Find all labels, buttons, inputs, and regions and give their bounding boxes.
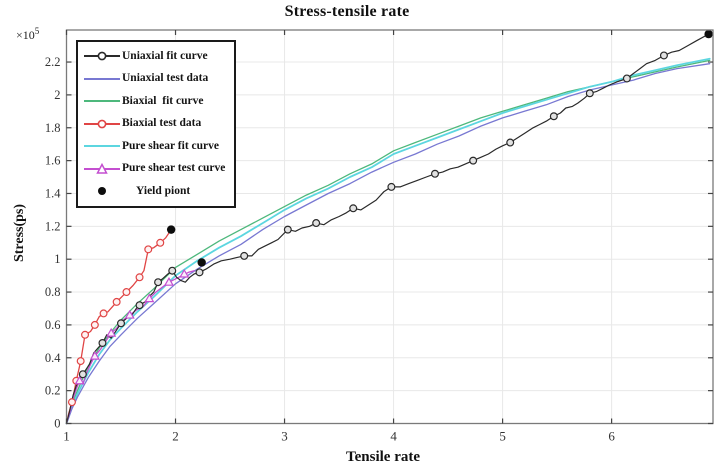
y-tick-label: 1.6 [45,154,61,168]
x-tick-label: 4 [390,429,397,444]
triangle-marker [74,375,85,385]
legend-item: Pure shear test curve [82,158,230,181]
circle-marker [312,219,321,228]
x-tick-label: 3 [281,429,288,444]
legend-swatch-dot [98,187,106,196]
legend-swatch-line [84,51,120,61]
series-line-pure_shear_test [65,270,195,425]
x-tick-label: 2 [172,429,179,444]
x-tick-label: 1 [63,429,70,444]
legend-circle-marker-icon [97,119,107,129]
circle-marker [78,370,87,379]
legend-item-label: Biaxial test data [122,117,202,129]
circle-marker [135,273,144,282]
legend-item: Biaxial fit curve [82,90,230,113]
circle-marker [283,225,292,234]
circle-marker [112,297,121,306]
legend-swatch-line [84,145,120,148]
series-markers-biaxial_test [67,238,165,407]
triangle-marker [89,350,100,360]
series-markers-pure_shear_test [74,268,190,385]
x-axis-label: Tensile rate [345,449,421,465]
triangle-marker [144,293,155,303]
circle-marker [67,398,76,407]
y-tick-label: 1.2 [45,219,61,233]
circle-marker [154,278,163,287]
series-line-pure_shear_fit [65,57,711,425]
chart-title: Stress-tensile rate [284,3,410,20]
series-line-uniaxial_test [65,63,711,425]
circle-marker [76,357,85,366]
y-tick-label: 0 [54,417,60,431]
legend-item: Uniaxial test data [82,68,230,91]
legend-item-label: Pure shear fit curve [122,139,219,152]
circle-marker [622,74,631,83]
circle-marker [135,301,144,310]
legend-item: Biaxial test data [82,113,230,136]
circle-marker [387,182,396,191]
legend-item: Uniaxial fit curve [82,45,230,68]
circle-marker [168,266,177,275]
triangle-marker [106,327,117,337]
yield-points [166,29,713,267]
legend-swatch-line [84,119,120,129]
circle-marker [240,251,249,260]
circle-marker [195,268,204,277]
legend-item: Pure shear fit curve [82,135,230,158]
circle-marker [506,138,515,147]
y-tick-label: 1.4 [45,186,61,200]
y-tick-label: 1 [54,252,60,266]
y-multiplier-exponent: 5 [34,26,40,36]
circle-marker [430,169,439,178]
legend-triangle-marker-icon [96,162,108,174]
yield-point-marker [704,29,713,39]
y-tick-label: 0.6 [45,318,61,332]
circle-marker [469,156,478,165]
circle-marker [117,319,126,328]
legend-item-label: Uniaxial test data [122,72,209,84]
y-tick-label: 0.4 [45,351,61,365]
legend-item-label: Uniaxial fit curve [122,49,208,62]
series-markers-uniaxial_fit [78,51,668,379]
yield-point-marker [166,225,176,234]
legend-swatch-line [84,162,120,174]
tick-marks [65,30,713,425]
circle-marker [98,338,107,347]
y-axis-multiplier: ×105 [16,26,39,43]
circle-marker [90,320,99,329]
triangle-marker [124,309,135,319]
circle-marker [549,112,558,121]
legend-box: Uniaxial fit curve Uniaxial test data Biax… [76,40,236,208]
circle-marker [349,204,358,213]
circle-marker [81,330,90,339]
y-tick-label: 1.8 [45,121,61,135]
legend-swatch-line [84,77,120,80]
circle-marker [659,51,668,60]
circle-marker [585,89,594,98]
series-line-uniaxial_fit [65,33,710,425]
legend-item-label: Yield piont [136,184,191,197]
circle-marker [156,238,165,247]
legend-swatch-line [84,100,120,103]
x-tick-label: 6 [608,429,615,444]
y-multiplier-base: ×10 [16,28,35,42]
legend-item: Yield piont [82,180,230,203]
x-tick-label: 5 [499,429,506,444]
y-tick-label: 0.8 [45,285,61,299]
y-tick-label: 2.2 [45,55,61,69]
y-axis-label: Stress(ps) [12,203,27,263]
legend-item-label: Biaxial fit curve [122,94,204,107]
legend-item-label: Pure shear test curve [122,162,226,174]
triangle-marker [179,268,190,278]
circle-marker [144,245,153,254]
y-tick-label: 2 [54,88,60,102]
circle-marker [99,309,108,318]
yield-point-marker [197,258,206,267]
y-tick-label: 0.2 [45,384,61,398]
legend-circle-marker-icon [97,51,107,61]
circle-marker [122,288,131,297]
triangle-marker [163,276,175,286]
legend-dot-marker-icon [98,187,106,196]
